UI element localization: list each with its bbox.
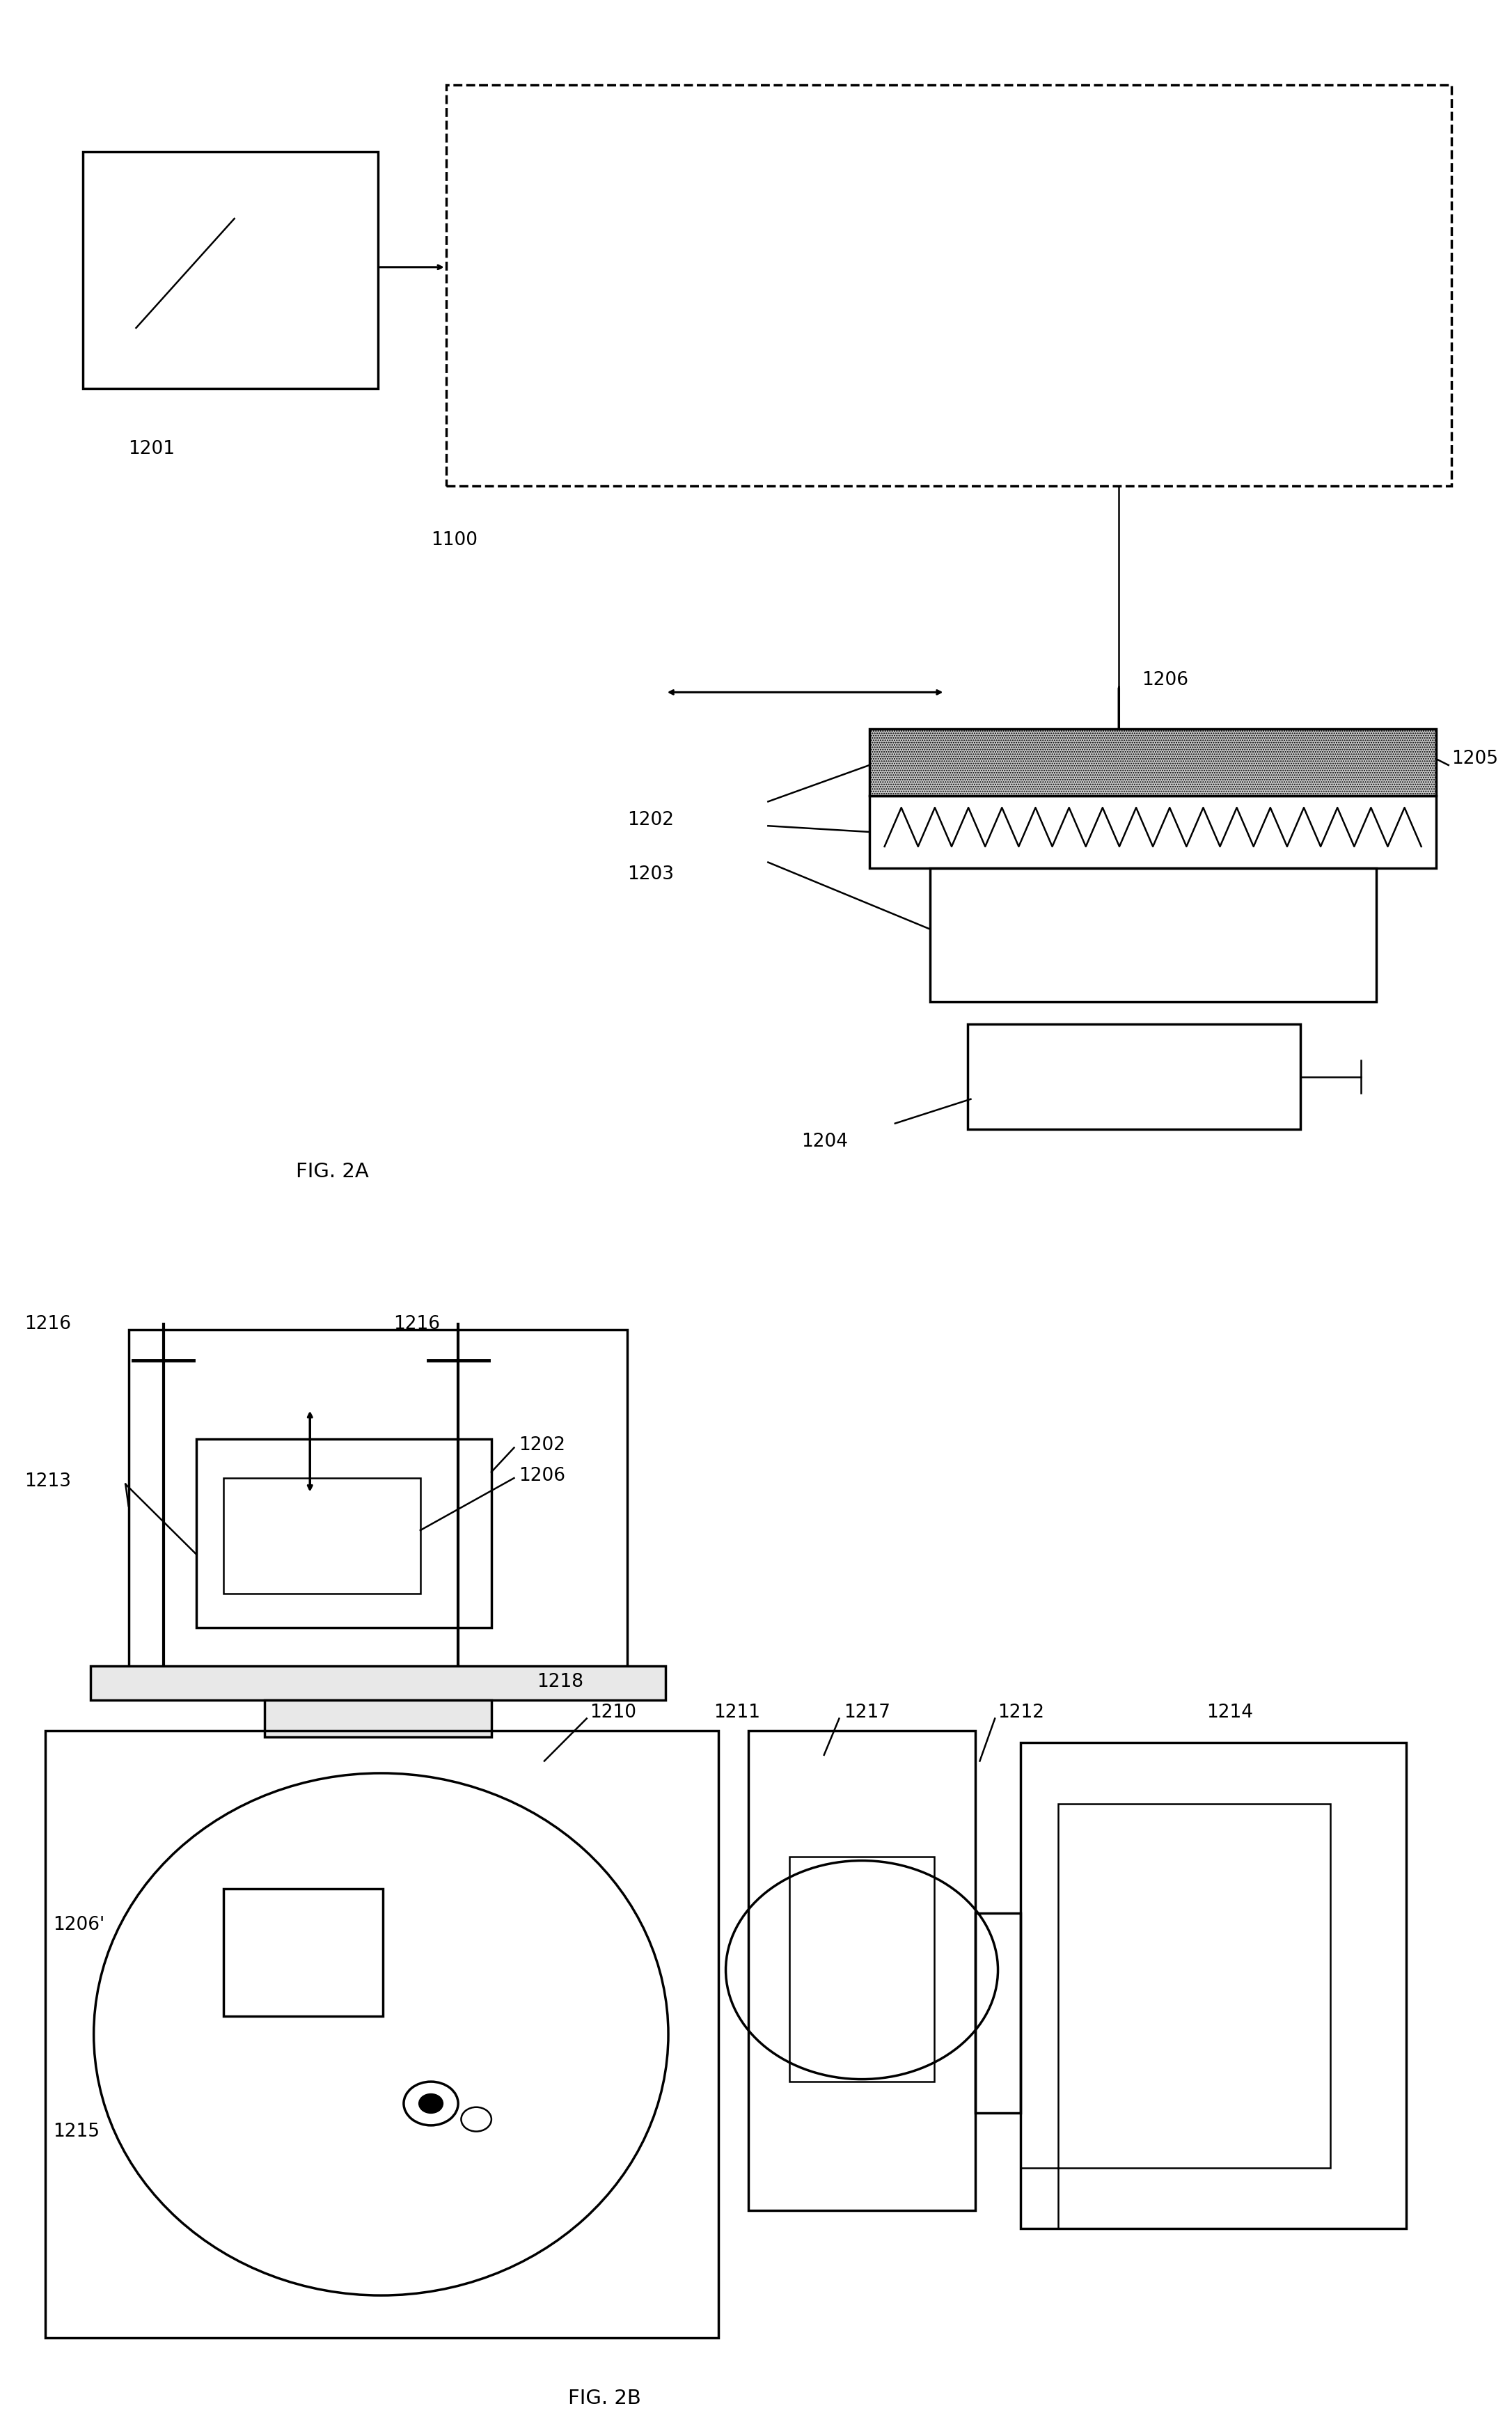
Text: 1206: 1206 bbox=[519, 1467, 565, 1484]
Bar bbox=[83, 151, 378, 389]
Text: 1205: 1205 bbox=[1452, 751, 1498, 768]
Bar bbox=[446, 85, 1452, 486]
Text: 1210: 1210 bbox=[590, 1703, 637, 1722]
Bar bbox=[197, 1438, 491, 1627]
Bar bbox=[45, 1729, 718, 2337]
Text: 1206: 1206 bbox=[1142, 670, 1188, 690]
Text: 1206': 1206' bbox=[53, 1916, 104, 1933]
Text: 1216: 1216 bbox=[393, 1314, 440, 1334]
Text: 1204: 1204 bbox=[801, 1132, 848, 1151]
Text: FIG. 2B: FIG. 2B bbox=[569, 2388, 641, 2410]
Text: 1100: 1100 bbox=[431, 532, 478, 549]
Text: 1202: 1202 bbox=[519, 1436, 565, 1455]
Text: 1215: 1215 bbox=[53, 2123, 100, 2140]
Bar bbox=[1021, 1744, 1406, 2230]
Text: 1217: 1217 bbox=[844, 1703, 891, 1722]
Bar bbox=[91, 1666, 665, 1700]
Text: 1213: 1213 bbox=[24, 1472, 71, 1491]
Bar bbox=[869, 797, 1436, 870]
Text: 1216: 1216 bbox=[24, 1314, 71, 1334]
Text: 1203: 1203 bbox=[627, 865, 674, 884]
Bar bbox=[224, 1890, 383, 2016]
Bar bbox=[869, 729, 1436, 797]
Ellipse shape bbox=[94, 1773, 668, 2295]
Text: FIG. 2A: FIG. 2A bbox=[296, 1161, 369, 1183]
Circle shape bbox=[419, 2094, 443, 2113]
Bar bbox=[748, 1729, 975, 2210]
Bar bbox=[930, 870, 1376, 1001]
Bar bbox=[265, 1700, 491, 1737]
Bar bbox=[869, 729, 1436, 797]
Bar bbox=[129, 1331, 627, 1671]
Bar bbox=[968, 1025, 1300, 1129]
Bar bbox=[975, 1914, 1021, 2113]
Bar bbox=[224, 1477, 420, 1593]
Text: 1202: 1202 bbox=[627, 811, 674, 828]
Text: 1212: 1212 bbox=[998, 1703, 1045, 1722]
Text: 1201: 1201 bbox=[129, 440, 175, 459]
Text: 1211: 1211 bbox=[714, 1703, 761, 1722]
Text: 1214: 1214 bbox=[1207, 1703, 1253, 1722]
Bar bbox=[1058, 1802, 1331, 2167]
Bar bbox=[789, 1856, 934, 2082]
Text: 1218: 1218 bbox=[537, 1674, 584, 1691]
